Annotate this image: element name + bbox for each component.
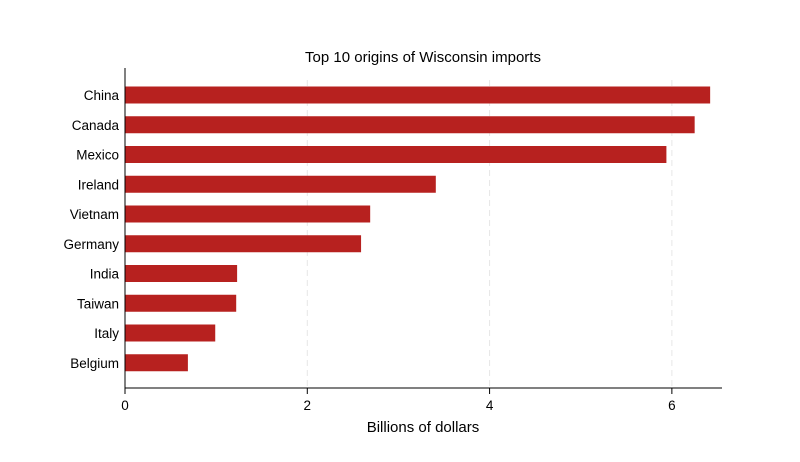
x-tick-label-0: 0 (121, 398, 129, 413)
category-label-italy: Italy (94, 326, 119, 341)
bar-mexico (125, 146, 667, 163)
x-axis-title: Billions of dollars (367, 419, 480, 436)
category-label-mexico: Mexico (76, 148, 119, 163)
category-label-belgium: Belgium (70, 356, 119, 371)
bar-ireland (125, 175, 436, 193)
category-label-germany: Germany (63, 237, 119, 252)
category-label-ireland: Ireland (78, 177, 119, 192)
category-label-canada: Canada (72, 118, 120, 133)
bar-italy (125, 324, 216, 342)
chart-title: Top 10 origins of Wisconsin imports (305, 49, 541, 66)
category-label-layer: China Canada Mexico Ireland Vietnam Germany In… (63, 88, 119, 371)
x-tick-label-6: 6 (668, 398, 676, 413)
bar-layer (125, 86, 711, 372)
category-label-china: China (84, 88, 120, 103)
category-label-india: India (90, 267, 120, 282)
bar-canada (125, 116, 695, 134)
x-tick-label-2: 2 (304, 398, 312, 413)
bar-china (125, 86, 711, 104)
bar-india (125, 265, 238, 282)
bar-belgium (125, 354, 188, 372)
x-tick-label-4: 4 (486, 398, 494, 413)
category-label-taiwan: Taiwan (77, 296, 119, 311)
category-label-vietnam: Vietnam (70, 207, 119, 222)
bar-taiwan (125, 294, 237, 312)
bar-germany (125, 235, 362, 253)
axis-layer: 0 2 4 6 (121, 68, 722, 413)
bar-vietnam (125, 205, 371, 223)
